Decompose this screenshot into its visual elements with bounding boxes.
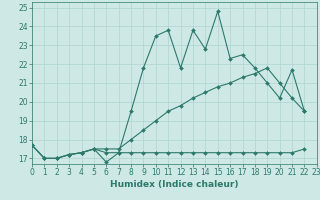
X-axis label: Humidex (Indice chaleur): Humidex (Indice chaleur) <box>110 180 239 189</box>
